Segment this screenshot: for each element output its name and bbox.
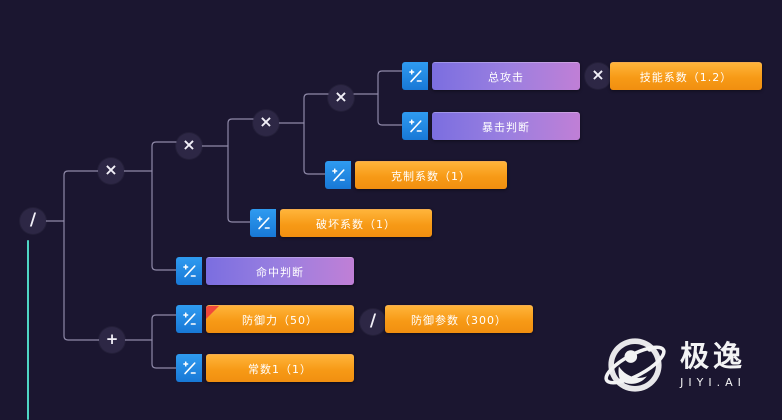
plus-minus-icon [176,305,202,333]
node-defense-power[interactable]: 防御力（50） [176,305,354,333]
node-label: 破坏系数（1） [316,217,396,231]
node-skill-coefficient[interactable]: 技能系数（1.2） [610,62,762,90]
node-total-attack[interactable]: 总攻击 [402,62,580,90]
operator-symbol: × [259,112,273,131]
node-label-wrap: 破坏系数（1） [280,209,432,237]
node-label-wrap: 技能系数（1.2） [610,62,762,90]
operator-multiply-d[interactable]: × [328,85,354,111]
operator-symbol: × [104,160,118,179]
plus-minus-icon [250,209,276,237]
node-break-coefficient[interactable]: 破坏系数（1） [250,209,432,237]
brand-name-cn: 极逸 [680,339,747,373]
node-label-wrap: 克制系数（1） [355,161,507,189]
operator-symbol: + [105,329,119,348]
modified-corner-marker [206,306,219,319]
node-label: 总攻击 [488,70,524,84]
plus-minus-icon [402,112,428,140]
operator-symbol: / [29,209,37,230]
node-label-wrap: 常数1（1） [206,354,354,382]
operator-symbol: × [334,87,348,106]
node-label: 常数1（1） [248,362,312,376]
node-label: 技能系数（1.2） [639,70,733,84]
node-label: 命中判断 [256,265,304,279]
operator-plus-a[interactable]: + [99,327,125,353]
operator-symbol: × [591,65,605,84]
operator-symbol: × [182,135,196,154]
node-label-wrap: 总攻击 [432,62,580,90]
brand-wordmark: 极逸 JIYI.AI [680,339,747,389]
node-restraint-coefficient[interactable]: 克制系数（1） [325,161,507,189]
planet-orbit-icon [604,338,666,392]
brand-logo: 极逸 JIYI.AI [600,330,746,400]
node-label: 暴击判断 [482,120,530,134]
operator-root-divide[interactable]: / [20,208,46,234]
operator-multiply-c[interactable]: × [253,110,279,136]
plus-minus-icon [176,354,202,382]
node-crit-judgement[interactable]: 暴击判断 [402,112,580,140]
node-label-wrap: 防御参数（300） [385,305,533,333]
brand-name-en: JIYI.AI [680,376,746,389]
operator-symbol: / [369,310,377,331]
operator-multiply-skill[interactable]: × [585,63,611,89]
node-label: 克制系数（1） [391,169,471,183]
operator-multiply-a[interactable]: × [98,158,124,184]
operator-divide-defense[interactable]: / [360,309,386,335]
node-label: 防御参数（300） [411,313,507,327]
node-defense-parameter[interactable]: 防御参数（300） [385,305,533,333]
operator-multiply-b[interactable]: × [176,133,202,159]
plus-minus-icon [402,62,428,90]
teal-guide-line [27,240,29,420]
plus-minus-icon [176,257,202,285]
node-label: 防御力（50） [242,313,318,327]
node-label-wrap: 暴击判断 [432,112,580,140]
node-hit-judgement[interactable]: 命中判断 [176,257,354,285]
plus-minus-icon [325,161,351,189]
node-label-wrap: 命中判断 [206,257,354,285]
node-label-wrap: 防御力（50） [206,305,354,333]
node-constant-1[interactable]: 常数1（1） [176,354,354,382]
